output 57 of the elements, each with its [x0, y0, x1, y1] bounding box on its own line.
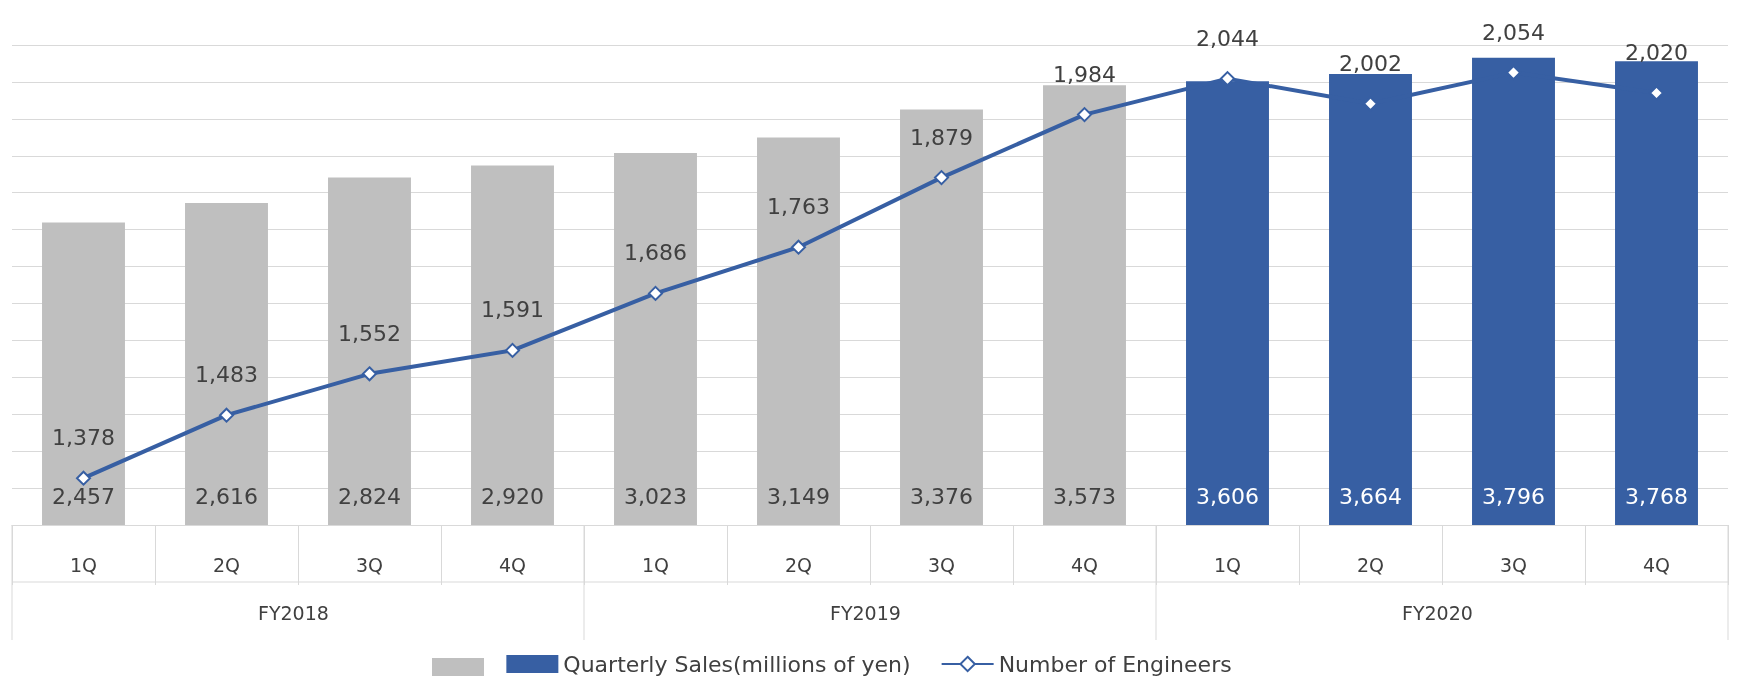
data-label: 2,457 [52, 483, 115, 509]
bar [185, 203, 268, 525]
data-label: 2,020 [1625, 40, 1688, 65]
x-tick-label: 4Q [1070, 553, 1099, 576]
x-tick-label: 3Q [927, 553, 956, 576]
x-tick-label: 1Q [1213, 553, 1242, 576]
point [791, 239, 806, 255]
text: FY2020 [1402, 601, 1473, 624]
x-tick-label: 4Q [498, 553, 527, 576]
x-tick-label: 2Q [212, 553, 241, 576]
point [505, 342, 520, 358]
data-label: 3,023 [624, 483, 687, 509]
point [362, 366, 377, 382]
x-tick-label: 3Q [355, 553, 384, 576]
x-tick-label: 1Q [641, 553, 670, 576]
data-label: 1,552 [338, 320, 401, 346]
x-tick-label: 1Q [69, 553, 98, 576]
data-label: 2,044 [1196, 25, 1259, 51]
data-label: 2,002 [1339, 50, 1402, 76]
point [76, 470, 91, 486]
data-label: 2,824 [338, 483, 401, 509]
data-label: 3,573 [1053, 483, 1116, 509]
data-label: 3,606 [1196, 483, 1259, 509]
legend-label: Quarterly Sales(millions of yen) [563, 651, 911, 677]
data-label: 1,763 [767, 194, 830, 220]
legend-label: Number of Engineers [998, 651, 1232, 677]
x-tick-label: 3Q [1499, 553, 1528, 576]
data-label: 1,378 [52, 425, 115, 451]
bar [614, 152, 697, 525]
data-label: 2,054 [1482, 19, 1545, 45]
data-label: 1,591 [481, 297, 544, 323]
data-label: 3,768 [1625, 483, 1688, 509]
data-label: 2,616 [195, 483, 258, 509]
data-label: 1,984 [1053, 61, 1116, 87]
point [1077, 107, 1092, 123]
bar [900, 109, 983, 525]
x-tick-label: 2Q [1356, 553, 1385, 576]
data-label: 3,149 [767, 483, 830, 509]
data-label: 1,483 [195, 362, 258, 388]
data-label: 1,686 [624, 240, 687, 266]
x-tick-label: 4Q [1642, 553, 1671, 576]
data-label: 3,376 [910, 483, 973, 509]
text: FY2018 [258, 601, 329, 624]
bar [471, 165, 554, 525]
data-label: 3,664 [1339, 483, 1402, 509]
data-label: 1,879 [910, 124, 973, 150]
data-label: 3,796 [1482, 483, 1545, 509]
point [934, 170, 949, 186]
point [648, 285, 663, 301]
text: FY2019 [830, 601, 901, 624]
bar [757, 137, 840, 525]
data-label: 2,920 [481, 483, 544, 509]
bar [328, 177, 411, 525]
x-tick-label: 2Q [784, 553, 813, 576]
point [219, 407, 234, 423]
bar [42, 222, 125, 525]
bar [1043, 85, 1126, 525]
